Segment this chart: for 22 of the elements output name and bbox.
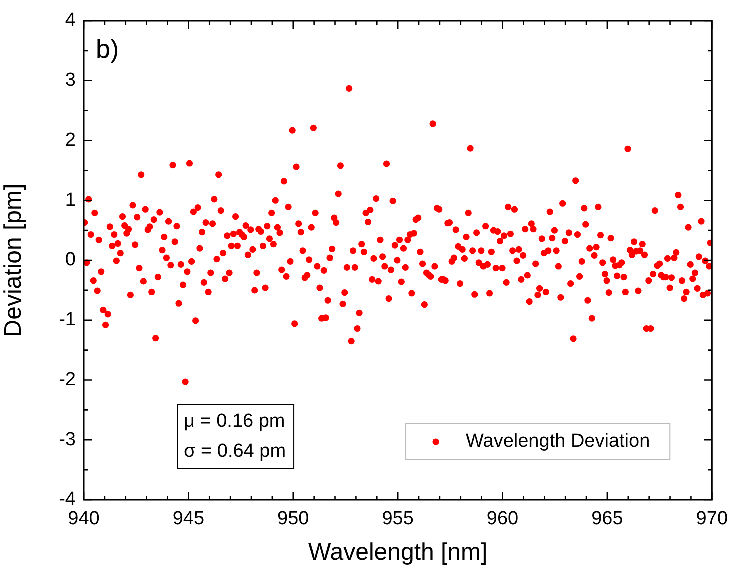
y-tick-label: -1 xyxy=(59,310,76,331)
x-tick-label: 945 xyxy=(172,508,205,530)
x-tick-label: 950 xyxy=(278,508,310,530)
y-tick-label: 3 xyxy=(65,70,76,92)
legend-label: Wavelength Deviation xyxy=(466,431,650,452)
x-tick-label: 955 xyxy=(382,508,414,530)
y-tick-label: -2 xyxy=(59,369,76,390)
y-axis-title: Deviation [pm] xyxy=(0,184,28,338)
y-tick-label: 4 xyxy=(65,10,76,32)
y-tick-label: -3 xyxy=(59,429,76,450)
y-tick-label: 2 xyxy=(65,130,76,151)
x-axis-title: Wavelength [nm] xyxy=(308,539,488,566)
annotation: b) xyxy=(96,34,120,64)
y-tick-label: 1 xyxy=(65,190,76,211)
y-tick-label: 0 xyxy=(65,250,76,271)
x-tick-label: 965 xyxy=(592,508,624,530)
annotation: σ = 0.64 pm xyxy=(184,441,286,462)
x-tick-label: 970 xyxy=(696,508,728,530)
x-tick-label: 960 xyxy=(486,508,519,530)
y-tick-label: -4 xyxy=(59,489,76,510)
x-tick-label: 940 xyxy=(68,508,100,530)
annotation: μ = 0.16 pm xyxy=(184,411,286,432)
